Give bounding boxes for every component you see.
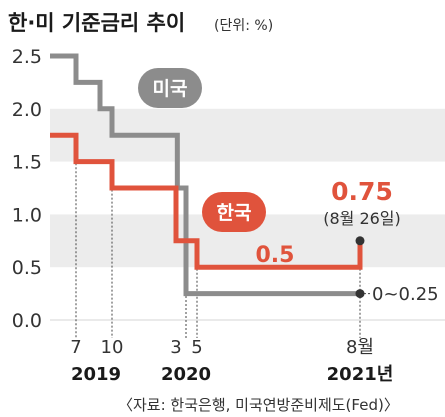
x-tick-label: 8월 [346,337,374,358]
y-tick-label: 1.0 [12,204,42,226]
y-tick-label: 2.0 [12,99,42,121]
series-line-korea [50,132,363,270]
x-year-label: 2019 [71,364,121,385]
series-end-dot-korea [355,236,365,246]
background-band [50,108,445,162]
x-year-label: 2020 [161,364,211,385]
series-line-us [50,53,360,297]
y-tick-label: 0.0 [12,310,42,332]
source-note: 〈자료: 한국은행, 미국연방준비제도(Fed)〉 [118,396,399,414]
x-tick-label: 5 [191,337,202,358]
chart-unit: (단위: %) [214,18,273,34]
chart-title: 한·미 기준금리 추이 [8,11,185,35]
x-year-label: 2021년 [327,364,394,385]
us-end-label: 0~0.25 [372,284,439,305]
legend-bubble-us: 미국 [138,68,202,108]
legend-label-us: 미국 [153,78,188,100]
korea-end-label: 0.75 [331,177,393,206]
korea-mid-label: 0.5 [256,243,295,268]
x-tick-label: 10 [101,337,124,358]
x-tick-label: 3 [170,337,181,358]
korea-end-note: (8월 26일) [323,209,401,228]
series-end-dot-us [355,289,365,299]
y-axis: 0.0 0.5 1.0 1.5 2.0 2.5 [12,46,42,332]
x-tick-label: 7 [70,337,81,358]
y-tick-label: 1.5 [12,152,42,174]
legend-label-korea: 한국 [217,202,252,224]
y-tick-label: 0.5 [12,257,42,279]
legend-bubble-korea: 한국 [202,192,266,232]
y-tick-label: 2.5 [12,46,42,68]
